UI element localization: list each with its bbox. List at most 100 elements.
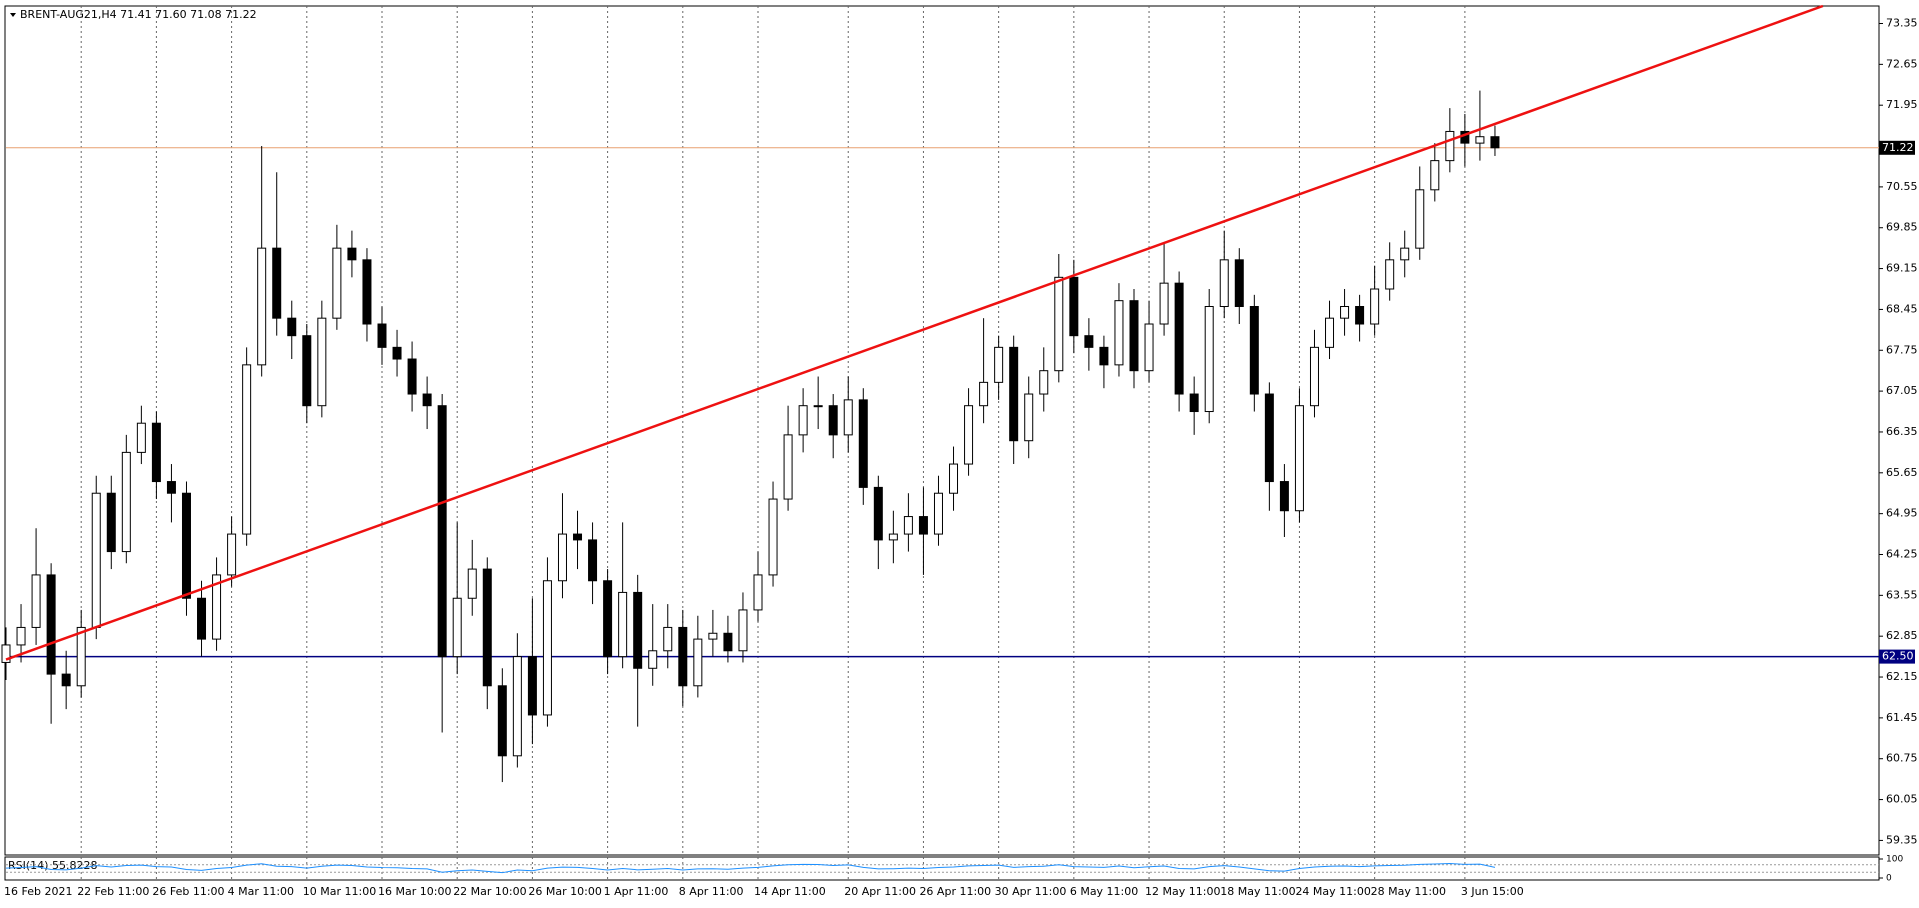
candle-body	[813, 405, 823, 408]
candle-body	[16, 626, 26, 646]
rsi-panel	[4, 856, 1880, 881]
y-tick-label: 65.65	[1886, 466, 1918, 479]
candle-body	[61, 673, 71, 687]
y-tick-label: 73.35	[1886, 17, 1918, 30]
rsi-line	[5, 863, 1496, 874]
price-box-label: 71.22	[1882, 141, 1914, 154]
y-tick-label: 60.75	[1886, 752, 1918, 765]
candle-body	[557, 533, 567, 582]
candle-body	[1385, 259, 1395, 290]
x-tick-label: 26 Apr 11:00	[919, 885, 991, 898]
candle-body	[858, 399, 868, 488]
y-tick-label: 69.15	[1886, 262, 1918, 275]
y-tick-label: 62.15	[1886, 670, 1918, 683]
x-tick-label: 20 Apr 11:00	[844, 885, 916, 898]
candle-body	[798, 405, 808, 436]
x-tick-label: 8 Apr 11:00	[679, 885, 744, 898]
candle-body	[1159, 282, 1169, 325]
candle-body	[482, 568, 492, 687]
y-tick-label: 59.35	[1886, 833, 1918, 846]
candle-body	[573, 533, 583, 541]
candle-body	[1039, 370, 1049, 395]
candle-body	[1430, 160, 1440, 191]
x-tick-label: 6 May 11:00	[1070, 885, 1138, 898]
candle-body	[212, 574, 222, 640]
y-tick-label: 68.45	[1886, 302, 1918, 315]
trendline	[5, 4, 1824, 661]
x-tick-label: 1 Apr 11:00	[604, 885, 669, 898]
candle-body	[362, 259, 372, 325]
y-tick-label: 67.05	[1886, 384, 1918, 397]
candle-body	[1024, 393, 1034, 442]
rsi-label: RSI(14)	[8, 859, 48, 872]
x-tick-label: 3 Jun 15:00	[1461, 885, 1524, 898]
x-tick-label: 26 Mar 10:00	[528, 885, 601, 898]
candle-body	[1189, 393, 1199, 413]
candle-body	[979, 381, 989, 407]
candle-body	[31, 574, 41, 628]
candle-body	[1234, 259, 1244, 308]
candle-body	[1219, 259, 1229, 308]
candle-body	[949, 463, 959, 494]
y-tick-label: 61.45	[1886, 711, 1918, 724]
y-tick-label: 71.95	[1886, 98, 1918, 111]
candle-body	[1400, 247, 1410, 261]
candle-body	[1490, 136, 1500, 149]
candle-body	[1279, 481, 1289, 512]
candle-body	[1325, 317, 1335, 348]
candle-body	[994, 346, 1004, 383]
y-tick-label: 72.65	[1886, 57, 1918, 70]
candle-body	[257, 247, 267, 366]
candle-body	[873, 486, 883, 541]
candle-body	[121, 451, 131, 553]
candle-body	[648, 650, 658, 669]
candle-body	[272, 247, 282, 319]
candle-body	[542, 580, 552, 716]
candle-body	[708, 632, 718, 640]
candle-body	[452, 597, 462, 658]
candle-body	[1294, 405, 1304, 512]
menu-arrow[interactable]	[10, 13, 16, 17]
candle-body	[1174, 282, 1184, 395]
price-box	[1879, 649, 1915, 664]
candle-body	[633, 591, 643, 669]
candle-body	[527, 656, 537, 716]
candle-body	[242, 364, 252, 535]
candle-body	[332, 247, 342, 319]
candle-body	[1415, 189, 1425, 249]
candle-body	[1084, 335, 1094, 348]
x-tick-label: 24 May 11:00	[1295, 885, 1370, 898]
rsi-tick-label: 0	[1886, 874, 1892, 884]
candle-body	[964, 405, 974, 465]
y-tick-label: 64.95	[1886, 507, 1918, 520]
candle-body	[422, 393, 432, 407]
x-tick-label: 10 Mar 11:00	[303, 885, 376, 898]
candle-body	[46, 574, 56, 675]
candle-body	[663, 626, 673, 652]
candle-body	[76, 626, 86, 687]
candle-body	[828, 405, 838, 436]
candle-body	[497, 685, 507, 757]
x-tick-label: 16 Feb 2021	[4, 885, 72, 898]
y-tick-label: 62.85	[1886, 629, 1918, 642]
x-tick-label: 30 Apr 11:00	[995, 885, 1067, 898]
candle-body	[1129, 300, 1139, 372]
candle-body	[1144, 323, 1154, 372]
candle-body	[512, 656, 522, 757]
candle-body	[317, 317, 327, 407]
candle-body	[843, 399, 853, 436]
candle-body	[181, 492, 191, 599]
rsi-value: 55.8228	[52, 859, 98, 872]
x-tick-label: 4 Mar 11:00	[228, 885, 294, 898]
candle-body	[227, 533, 237, 576]
main-panel	[4, 5, 1880, 856]
y-tick-label: 60.05	[1886, 793, 1918, 806]
y-tick-label: 63.55	[1886, 588, 1918, 601]
candle-body	[347, 247, 357, 261]
x-tick-label: 14 Apr 11:00	[754, 885, 826, 898]
candle-body	[1204, 306, 1214, 413]
candle-body	[588, 539, 598, 582]
candle-body	[1069, 276, 1079, 337]
candle-body	[1009, 346, 1019, 442]
chart-title: BRENT-AUG21,H4 71.41 71.60 71.08 71.22	[20, 8, 257, 21]
